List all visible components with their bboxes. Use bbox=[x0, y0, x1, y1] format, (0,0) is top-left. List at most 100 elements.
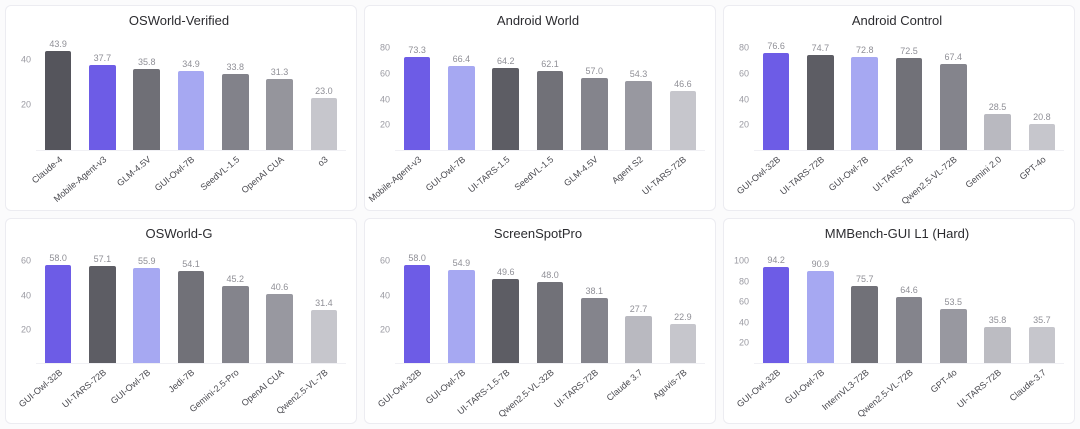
x-axis-category-label: SeedVL-1.5 bbox=[198, 154, 242, 193]
y-tick-label: 40 bbox=[20, 54, 31, 65]
y-tick-label: 20 bbox=[379, 119, 390, 130]
bar-claude-3-7: 35.7 bbox=[1028, 315, 1056, 363]
y-tick-label: 40 bbox=[738, 94, 749, 105]
x-axis-category-label: UI-TARS-72B bbox=[640, 154, 689, 197]
plot-area: 20 40 60 58.0 GUI-Owl-32B 54.9 GUI-Owl-7B 49.6… bbox=[371, 247, 705, 419]
y-tick-label: 100 bbox=[733, 255, 749, 266]
bars-area: 43.9 Claude-4 37.7 Mobile-Agent-v3 35.8 GLM-4… bbox=[30, 34, 346, 204]
x-axis-category-label: GUI-Owl-7B bbox=[108, 367, 153, 407]
bar-agent-s2: 54.3 bbox=[625, 69, 652, 150]
bar-aguvis-7b: 22.9 bbox=[669, 313, 697, 363]
bar-value-label: 90.9 bbox=[811, 258, 830, 269]
x-axis-category-label: GUI-Owl-32B bbox=[734, 154, 782, 197]
bar-column: 55.9 GUI-Owl-7B bbox=[109, 247, 169, 406]
bar-qwen2-5-vl-72b: 64.6 bbox=[895, 286, 923, 363]
bar-column: 38.1 UI-TARS-72B bbox=[552, 247, 616, 410]
bar-gui-owl-7b: 55.9 bbox=[133, 257, 160, 363]
bar-column: 27.7 Claude 3.7 bbox=[605, 247, 660, 403]
chart-panel-osworld-g: OSWorld-G 20 40 60 58.0 GUI-Owl-32B 57.1 UI-T… bbox=[5, 218, 357, 424]
bar-column: 43.9 Claude-4 bbox=[30, 34, 80, 185]
bar-gui-owl-32b: 58.0 bbox=[403, 253, 431, 363]
bar-column: 57.1 UI-TARS-72B bbox=[60, 247, 124, 410]
x-axis-category-label: GUI-Owl-32B bbox=[16, 367, 64, 410]
bar-value-label: 49.6 bbox=[496, 266, 515, 277]
bar-value-label: 31.3 bbox=[270, 67, 289, 78]
bar-column: 94.2 GUI-Owl-32B bbox=[735, 247, 798, 409]
bar-column: 62.1 SeedVL-1.5 bbox=[513, 34, 572, 192]
bar-value-label: 34.9 bbox=[182, 59, 200, 70]
x-axis-category-label: GUI-Owl-7B bbox=[782, 367, 827, 407]
x-axis-category-label: GUI-Owl-32B bbox=[375, 367, 423, 410]
bar-gemini-2-0: 28.5 bbox=[984, 102, 1011, 150]
bar-column: 90.9 GUI-Owl-7B bbox=[783, 247, 842, 406]
bar-ui-tars-72b: 35.8 bbox=[984, 315, 1011, 363]
bar-ui-tars-1-5: 64.2 bbox=[492, 57, 519, 150]
x-axis-category-label: GUI-Owl-7B bbox=[423, 154, 468, 194]
bar-claude-4: 43.9 bbox=[44, 39, 72, 150]
bar-ui-tars-7b: 72.5 bbox=[895, 46, 923, 150]
bar-value-label: 57.0 bbox=[585, 65, 604, 76]
y-axis: 20 40 60 80 bbox=[730, 34, 754, 151]
bar-glm-4-5v: 35.8 bbox=[133, 58, 160, 150]
bar-mobile-agent-v3: 73.3 bbox=[403, 45, 431, 150]
bar-value-label: 35.8 bbox=[988, 314, 1007, 325]
bar-value-label: 55.9 bbox=[137, 256, 156, 267]
y-axis: 20 40 60 80 100 bbox=[730, 247, 754, 364]
chart-panel-android-control: Android Control 20 40 60 80 76.6 GUI-Owl-32B… bbox=[723, 5, 1075, 211]
y-tick-label: 40 bbox=[20, 290, 31, 301]
bar-value-label: 22.9 bbox=[674, 312, 692, 323]
bar-column: 35.7 Claude-3.7 bbox=[1007, 247, 1064, 403]
bar-gui-owl-32b: 94.2 bbox=[762, 256, 790, 363]
chart-title: ScreenSpotPro bbox=[493, 226, 583, 241]
bar-value-label: 43.9 bbox=[49, 38, 67, 49]
bar-qwen2-5-vl-32b: 48.0 bbox=[536, 270, 564, 363]
bar-value-label: 72.8 bbox=[855, 45, 874, 56]
bar-column: 76.6 GUI-Owl-32B bbox=[735, 34, 798, 196]
y-tick-label: 20 bbox=[379, 324, 390, 335]
bars-area: 58.0 GUI-Owl-32B 54.9 GUI-Owl-7B 49.6 UI-TARS… bbox=[376, 247, 705, 419]
x-axis-category-label: UI-TARS-72B bbox=[60, 367, 109, 410]
bar-gui-owl-7b: 72.8 bbox=[851, 46, 878, 150]
bar-qwen2-5-vl-72b: 67.4 bbox=[939, 53, 967, 150]
x-axis-category-label: GPT-4o bbox=[928, 367, 960, 395]
x-axis-category-label: GUI-Owl-7B bbox=[826, 154, 871, 194]
x-axis-category-label: UI-TARS-72B bbox=[778, 154, 827, 197]
bar-value-label: 31.4 bbox=[315, 297, 333, 308]
chart-title: Android Control bbox=[851, 13, 943, 28]
bar-seedvl-1-5: 33.8 bbox=[221, 62, 249, 150]
bar-column: 35.8 UI-TARS-72B bbox=[955, 247, 1019, 410]
bars-area: 76.6 GUI-Owl-32B 74.7 UI-TARS-72B 72.8 GUI-Ow… bbox=[735, 34, 1064, 206]
bar-value-label: 57.1 bbox=[93, 254, 112, 265]
bar-column: 54.3 Agent S2 bbox=[610, 34, 660, 186]
bar-value-label: 27.7 bbox=[629, 304, 648, 315]
plot-area: 20 40 43.9 Claude-4 37.7 Mobile-Agent-v3 35.8… bbox=[12, 34, 346, 204]
x-axis-category-label: GLM-4.5V bbox=[562, 154, 601, 189]
y-axis: 20 40 60 bbox=[371, 247, 395, 364]
bar-value-label: 64.2 bbox=[496, 56, 515, 67]
x-axis-category-label: Gemini-2.5-Pro bbox=[187, 367, 242, 415]
bar-value-label: 72.5 bbox=[900, 45, 918, 56]
bar-column: 37.7 Mobile-Agent-v3 bbox=[52, 34, 124, 204]
bar-column: 74.7 UI-TARS-72B bbox=[778, 34, 842, 197]
bar-column: 66.4 GUI-Owl-7B bbox=[424, 34, 483, 193]
x-axis-category-label: Mobile-Agent-v3 bbox=[366, 154, 423, 205]
bar-column: 45.2 Gemini-2.5-Pro bbox=[188, 247, 257, 414]
y-tick-label: 40 bbox=[738, 317, 749, 328]
y-tick-label: 60 bbox=[738, 296, 749, 307]
bar-value-label: 94.2 bbox=[767, 255, 785, 266]
chart-panel-mmbench-gui: MMBench-GUI L1 (Hard) 20 40 60 80 100 94.2 GU… bbox=[723, 218, 1075, 424]
y-tick-label: 40 bbox=[379, 290, 390, 301]
bar-mobile-agent-v3: 37.7 bbox=[89, 53, 116, 150]
x-axis-category-label: GLM-4.5V bbox=[114, 154, 153, 189]
x-axis-category-label: OpenAI CUA bbox=[239, 154, 286, 196]
bar-column: 54.9 GUI-Owl-7B bbox=[424, 247, 483, 406]
bar-jedi-7b: 54.1 bbox=[177, 260, 205, 363]
y-axis: 20 40 60 bbox=[12, 247, 36, 364]
bar-column: 22.9 Aguvis-7B bbox=[651, 247, 705, 401]
y-tick-label: 20 bbox=[738, 337, 749, 348]
x-axis-category-label: Agent S2 bbox=[609, 154, 645, 186]
bar-value-label: 38.1 bbox=[585, 286, 604, 297]
y-tick-label: 80 bbox=[738, 276, 749, 287]
x-axis-category-label: UI-TARS-7B bbox=[870, 154, 915, 194]
